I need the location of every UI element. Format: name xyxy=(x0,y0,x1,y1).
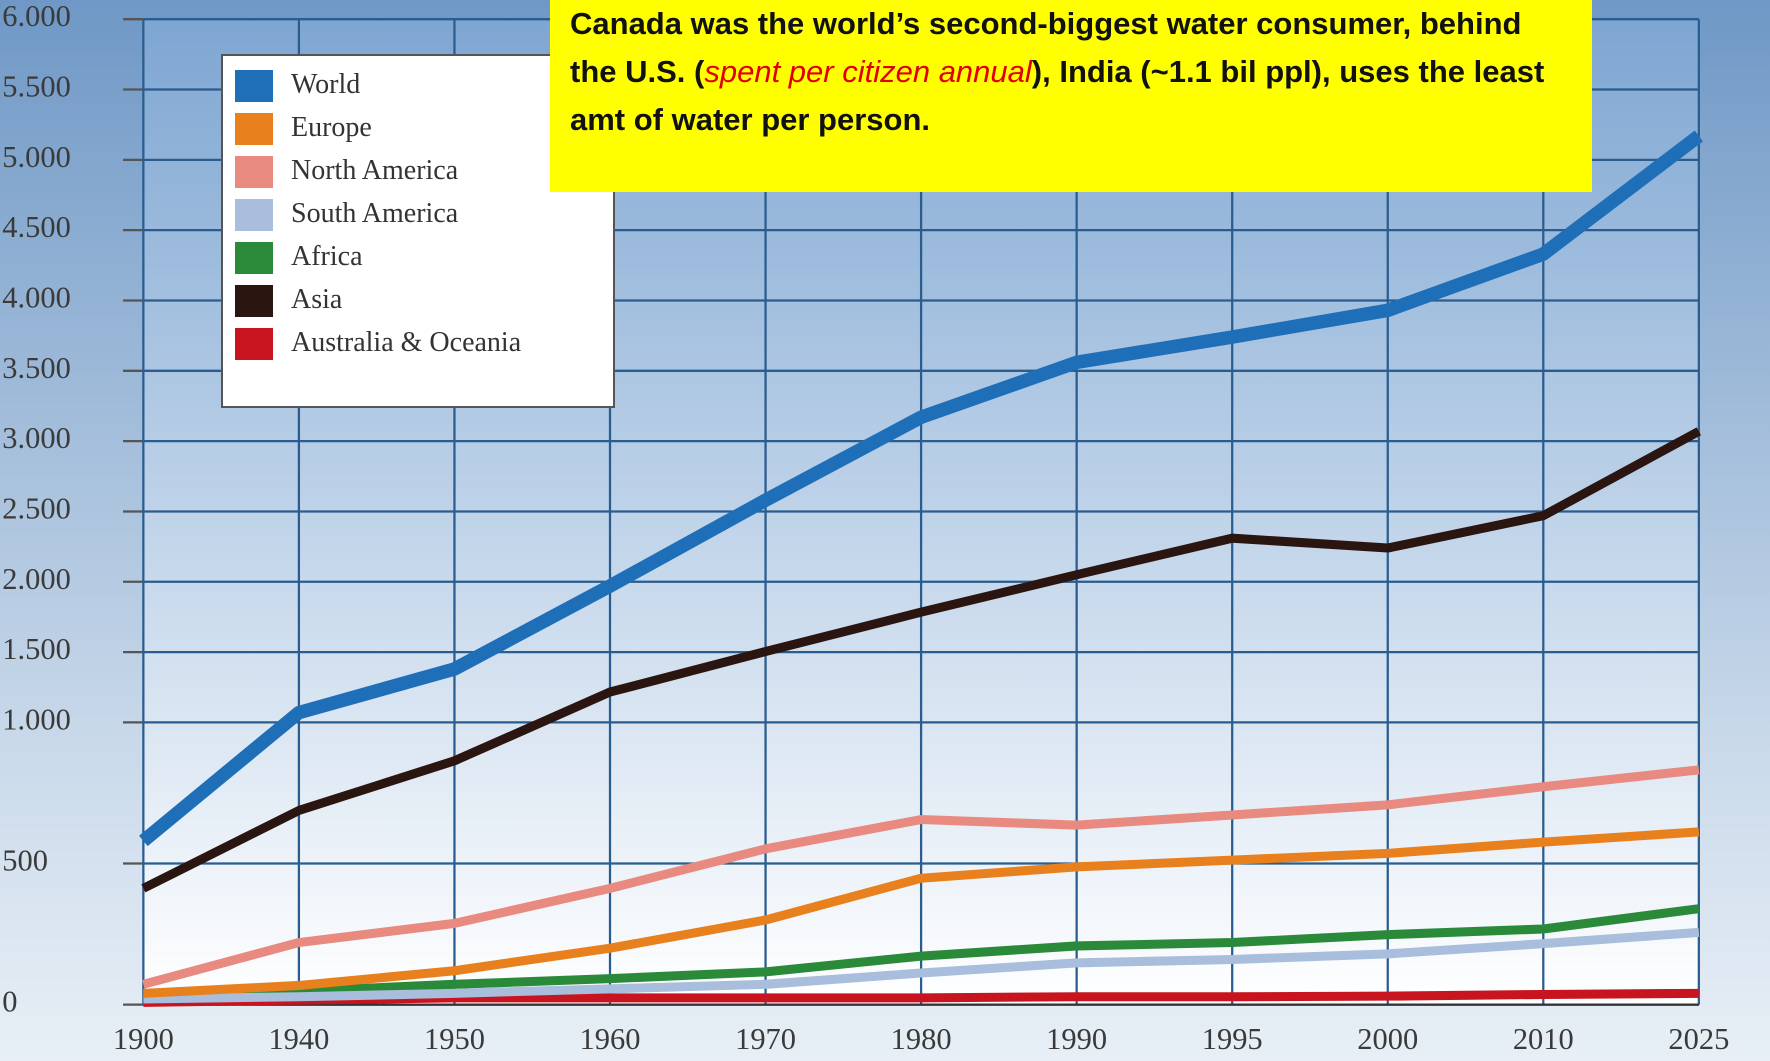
legend-item: Australia & Oceania xyxy=(235,328,601,371)
y-tick-label: 3.000 xyxy=(2,421,71,455)
x-tick-label: 1990 xyxy=(1046,1022,1107,1056)
legend-label: World xyxy=(291,69,361,100)
y-tick-label: 0 xyxy=(2,985,17,1019)
line xyxy=(143,827,1700,998)
y-tick-label: 4.000 xyxy=(2,280,71,314)
y-tick-label: 6.000 xyxy=(2,0,71,33)
legend-item: Africa xyxy=(235,242,601,285)
legend-label: Asia xyxy=(291,284,343,315)
x-tick-label: 2000 xyxy=(1357,1022,1418,1056)
line xyxy=(139,130,1703,847)
annotation: Canada was the world’s second-biggest wa… xyxy=(550,0,1592,192)
legend-swatch xyxy=(235,285,273,317)
x-tick-label: 1940 xyxy=(268,1022,329,1056)
line xyxy=(142,765,1700,989)
annotation-text: ), India (~1.1 bil ppl), uses the least … xyxy=(570,54,1545,137)
x-tick-label: 1900 xyxy=(113,1022,174,1056)
annotation-highlight: spent per citizen annual xyxy=(704,54,1032,89)
line xyxy=(141,427,1701,893)
legend-swatch xyxy=(235,328,273,360)
y-tick-label: 2.000 xyxy=(2,562,71,596)
y-tick-label: 500 xyxy=(2,844,48,878)
legend-swatch xyxy=(235,70,273,102)
legend-label: Europe xyxy=(291,112,372,143)
x-tick-label: 1980 xyxy=(891,1022,952,1056)
legend: World Europe North America South America Afr… xyxy=(221,54,615,408)
legend-item: Europe xyxy=(235,113,601,156)
legend-swatch xyxy=(235,242,273,274)
y-tick-label: 5.500 xyxy=(2,70,71,104)
legend-swatch xyxy=(235,156,273,188)
line xyxy=(143,927,1700,1004)
x-tick-label: 2025 xyxy=(1668,1022,1729,1056)
legend-item: North America xyxy=(235,156,601,199)
legend-label: South America xyxy=(291,198,459,229)
x-tick-label: 1950 xyxy=(424,1022,485,1056)
y-tick-label: 3.500 xyxy=(2,351,71,385)
x-tick-label: 1960 xyxy=(580,1022,641,1056)
legend-item: World xyxy=(235,70,601,113)
legend-swatch xyxy=(235,199,273,231)
x-tick-label: 2010 xyxy=(1513,1022,1574,1056)
legend-swatch xyxy=(235,113,273,145)
legend-item: South America xyxy=(235,199,601,242)
y-tick-label: 2.500 xyxy=(2,491,71,525)
annotation-text: Canada was the world’s second-biggest wa… xyxy=(570,6,1522,89)
legend-label: Australia & Oceania xyxy=(291,327,522,358)
legend-label: Africa xyxy=(291,241,363,272)
line xyxy=(143,904,1700,1001)
y-tick-label: 1.000 xyxy=(2,702,71,736)
x-tick-label: 1995 xyxy=(1202,1022,1263,1056)
y-tick-label: 1.500 xyxy=(2,632,71,666)
y-tick-label: 5.000 xyxy=(2,140,71,174)
x-tick-label: 1970 xyxy=(735,1022,796,1056)
y-tick-label: 4.500 xyxy=(2,210,71,244)
legend-item: Asia xyxy=(235,285,601,328)
legend-label: North America xyxy=(291,155,459,186)
